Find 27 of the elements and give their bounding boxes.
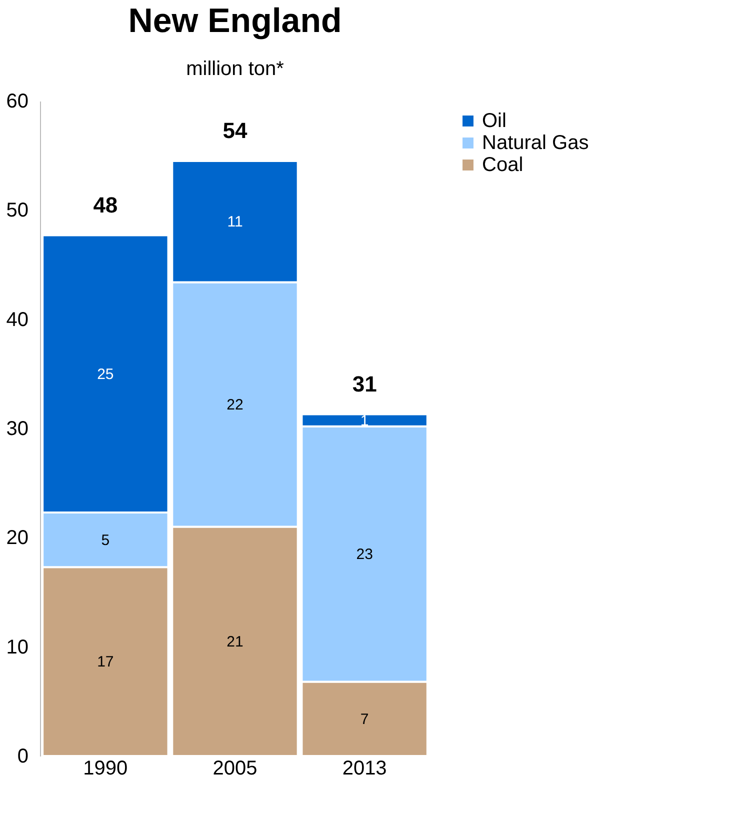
x-tick-label: 1990 [83,758,128,780]
total-label: 31 [352,371,377,396]
data-label: 5 [101,532,110,549]
legend-label: Natural Gas [482,132,589,154]
y-tick-label: 10 [6,636,28,658]
total-label: 54 [222,118,248,144]
y-tick-label: 60 [6,90,28,112]
x-tick-label: 2013 [342,758,387,780]
data-label: 25 [97,366,114,383]
total-label: 48 [93,192,118,218]
data-label: 1 [360,412,369,430]
data-label: 22 [226,396,244,414]
data-label: 21 [226,633,244,650]
y-tick-label: 30 [6,418,28,440]
y-tick-label: 0 [17,746,28,768]
y-tick-label: 40 [6,308,28,331]
y-tick-label: 50 [6,200,28,222]
data-label: 23 [356,546,373,564]
data-label: 17 [97,654,114,671]
x-tick-label: 2005 [212,758,258,780]
data-label: 11 [227,214,243,231]
chart-title: New England [128,2,342,40]
chart-subtitle: million ton* [186,58,284,80]
legend-label: Coal [482,154,524,176]
legend-label: Oil [482,110,506,132]
y-tick-label: 20 [6,527,28,550]
data-label: 7 [360,710,369,728]
